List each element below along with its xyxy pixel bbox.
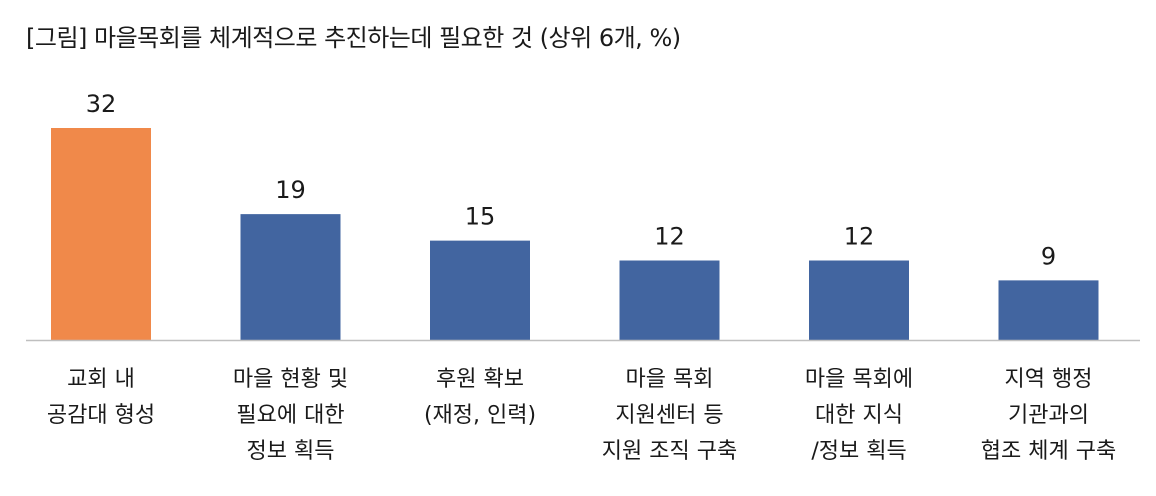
category-label-4-line-3: 지원 조직 구축 bbox=[602, 439, 737, 464]
data-label-3: 15 bbox=[465, 203, 496, 231]
category-label-4-line-1: 마을 목회 bbox=[626, 367, 714, 392]
data-label-6: 9 bbox=[1041, 242, 1056, 270]
category-label-1-line-1: 교회 내 bbox=[67, 367, 135, 392]
data-label-1: 32 bbox=[86, 90, 117, 118]
category-label-4-line-2: 지원센터 등 bbox=[615, 403, 723, 428]
category-label-5-line-3: /정보 획득 bbox=[811, 439, 906, 464]
data-label-4: 12 bbox=[654, 223, 685, 251]
category-label-6-line-3: 협조 체계 구축 bbox=[981, 439, 1116, 464]
category-label-2-line-2: 필요에 대한 bbox=[236, 403, 344, 428]
category-label-2-line-3: 정보 획득 bbox=[247, 439, 335, 464]
category-label-2-line-1: 마을 현황 및 bbox=[233, 367, 348, 392]
chart-title: [그림] 마을목회를 체계적으로 추진하는데 필요한 것 (상위 6개, %) bbox=[26, 24, 681, 52]
category-label-6-line-1: 지역 행정 bbox=[1005, 367, 1093, 392]
bar-4 bbox=[619, 260, 720, 340]
category-label-3-line-2: (재정, 인력) bbox=[424, 403, 536, 428]
category-label-5-line-2: 대한 지식 bbox=[815, 403, 903, 428]
data-label-2: 19 bbox=[275, 176, 306, 204]
category-label-3-line-1: 후원 확보 bbox=[436, 367, 524, 392]
bar-6 bbox=[998, 280, 1099, 340]
bar-3 bbox=[430, 240, 530, 340]
bar-2 bbox=[240, 214, 341, 340]
category-label-1-line-2: 공감대 형성 bbox=[47, 403, 155, 428]
bar-1 bbox=[51, 128, 151, 340]
bar-5 bbox=[809, 260, 909, 340]
data-label-5: 12 bbox=[844, 223, 875, 251]
category-label-6-line-2: 기관과의 bbox=[1008, 403, 1089, 428]
category-label-5-line-1: 마을 목회에 bbox=[805, 367, 913, 392]
